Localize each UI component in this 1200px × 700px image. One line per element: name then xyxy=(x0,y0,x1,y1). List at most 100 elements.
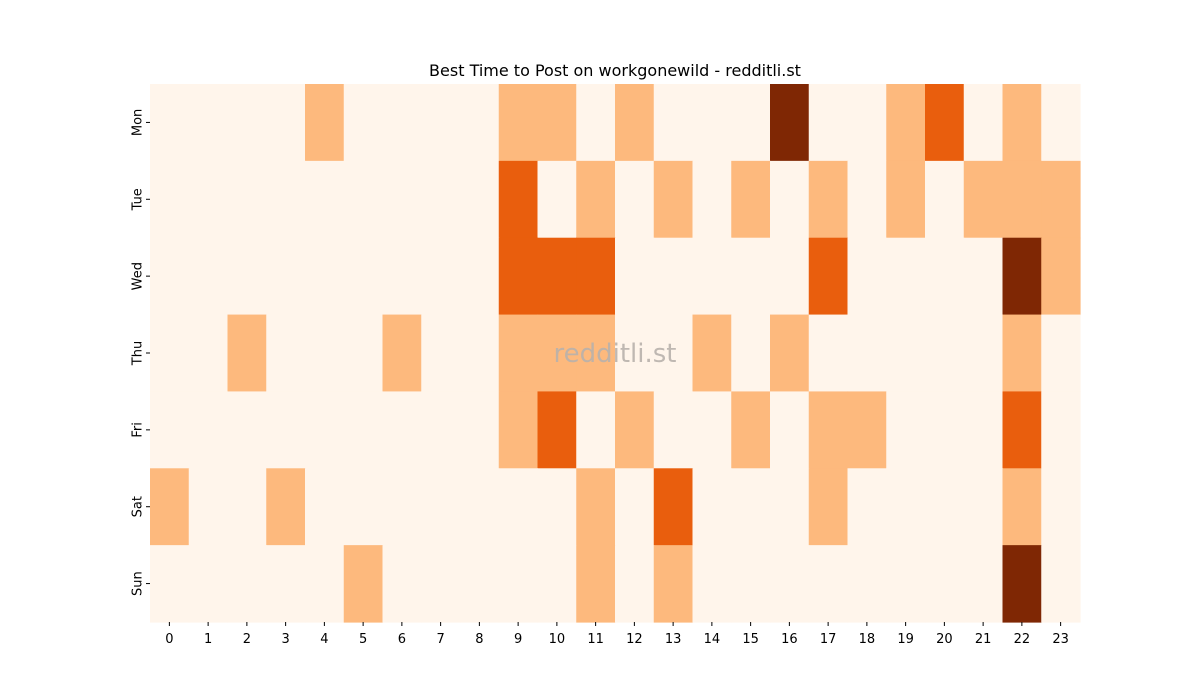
heatmap-cell-wed-10 xyxy=(537,237,577,316)
heatmap-cell-sun-6 xyxy=(382,545,422,623)
heatmap-cell-mon-8 xyxy=(460,84,500,162)
heatmap-cell-mon-3 xyxy=(266,84,306,162)
heatmap-cell-fri-16 xyxy=(770,391,810,469)
heatmap-cell-thu-19 xyxy=(886,314,926,393)
heatmap-cell-mon-13 xyxy=(653,84,694,162)
heatmap-cell-sun-8 xyxy=(460,545,500,623)
heatmap-cell-fri-23 xyxy=(1041,391,1081,469)
x-tick-label: 20 xyxy=(936,632,953,647)
heatmap-cell-thu-4 xyxy=(305,314,345,393)
y-tick-label: Mon xyxy=(131,109,146,136)
x-tick-label: 7 xyxy=(436,632,444,647)
heatmap-cell-sun-7 xyxy=(421,545,461,623)
heatmap-cell-sun-10 xyxy=(537,545,577,623)
heatmap-cell-fri-17 xyxy=(808,391,849,469)
heatmap-cell-sat-22 xyxy=(1002,468,1042,546)
heatmap-cell-wed-16 xyxy=(770,237,810,316)
x-tick-label: 1 xyxy=(204,632,212,647)
heatmap-cell-sat-23 xyxy=(1041,468,1081,546)
heatmap-cell-tue-22 xyxy=(1002,160,1042,239)
x-tick-label: 6 xyxy=(398,632,406,647)
x-tick-label: 5 xyxy=(359,632,367,647)
heatmap-cell-thu-21 xyxy=(963,314,1004,393)
heatmap-cell-tue-7 xyxy=(421,160,461,239)
heatmap-cell-sun-11 xyxy=(576,545,616,623)
heatmap-cell-thu-12 xyxy=(615,314,655,393)
heatmap-cell-thu-7 xyxy=(421,314,461,393)
heatmap-cell-sun-4 xyxy=(305,545,345,623)
x-tick-label: 10 xyxy=(549,632,566,647)
heatmap-cell-wed-12 xyxy=(615,237,655,316)
heatmap-cell-thu-11 xyxy=(576,314,616,393)
y-tick-label: Fri xyxy=(131,422,146,438)
heatmap-cell-tue-5 xyxy=(343,160,384,239)
heatmap-cell-sun-21 xyxy=(963,545,1004,623)
heatmap-cell-mon-17 xyxy=(808,84,849,162)
heatmap-cell-mon-15 xyxy=(731,84,771,162)
heatmap-cell-mon-6 xyxy=(382,84,422,162)
heatmap-cell-mon-1 xyxy=(188,84,229,162)
heatmap-cell-thu-20 xyxy=(925,314,965,393)
heatmap-cell-sat-6 xyxy=(382,468,422,546)
heatmap-cell-fri-13 xyxy=(653,391,694,469)
heatmap-cell-fri-21 xyxy=(963,391,1004,469)
heatmap-cell-sun-3 xyxy=(266,545,306,623)
heatmap-cell-tue-14 xyxy=(692,160,732,239)
heatmap-cell-sat-12 xyxy=(615,468,655,546)
heatmap-cell-sun-22 xyxy=(1002,545,1042,623)
heatmap-cell-wed-18 xyxy=(847,237,887,316)
heatmap-cell-sat-17 xyxy=(808,468,849,546)
heatmap-cell-sat-14 xyxy=(692,468,732,546)
heatmap-cell-mon-12 xyxy=(615,84,655,162)
heatmap-cell-sat-13 xyxy=(653,468,694,546)
heatmap-cell-wed-4 xyxy=(305,237,345,316)
heatmap-cell-fri-6 xyxy=(382,391,422,469)
heatmap-cell-mon-2 xyxy=(227,84,267,162)
heatmap-cell-fri-4 xyxy=(305,391,345,469)
heatmap-cell-mon-18 xyxy=(847,84,887,162)
heatmap-cell-fri-1 xyxy=(188,391,229,469)
heatmap-cell-thu-23 xyxy=(1041,314,1081,393)
heatmap-cell-sat-19 xyxy=(886,468,926,546)
heatmap-cell-mon-16 xyxy=(770,84,810,162)
heatmap-cell-wed-1 xyxy=(188,237,229,316)
heatmap-cell-wed-3 xyxy=(266,237,306,316)
heatmap-cell-tue-23 xyxy=(1041,160,1081,239)
y-tick-label: Sat xyxy=(131,496,146,517)
heatmap-cell-thu-14 xyxy=(692,314,732,393)
heatmap-cell-sat-4 xyxy=(305,468,345,546)
heatmap-cell-sun-17 xyxy=(808,545,849,623)
heatmap-cell-tue-10 xyxy=(537,160,577,239)
x-tick-label: 8 xyxy=(475,632,483,647)
x-tick-label: 23 xyxy=(1052,632,1069,647)
heatmap-cell-tue-16 xyxy=(770,160,810,239)
chart-title: Best Time to Post on workgonewild - redd… xyxy=(429,61,801,80)
heatmap-cell-wed-11 xyxy=(576,237,616,316)
x-tick-label: 2 xyxy=(243,632,251,647)
x-tick-label: 21 xyxy=(975,632,992,647)
x-tick-label: 0 xyxy=(165,632,173,647)
heatmap-cell-mon-10 xyxy=(537,84,577,162)
y-axis: Mon Tue Wed Thu Fri Sat Sun xyxy=(131,109,150,596)
heatmap-cell-thu-17 xyxy=(808,314,849,393)
heatmap-cell-sat-10 xyxy=(537,468,577,546)
heatmap-cell-fri-14 xyxy=(692,391,732,469)
heatmap-cell-tue-15 xyxy=(731,160,771,239)
heatmap-cell-tue-18 xyxy=(847,160,887,239)
heatmap-cell-tue-17 xyxy=(808,160,849,239)
heatmap-cell-wed-9 xyxy=(498,237,539,316)
x-tick-label: 12 xyxy=(626,632,643,647)
heatmap-cell-fri-12 xyxy=(615,391,655,469)
heatmap-cell-sat-2 xyxy=(227,468,267,546)
heatmap-cell-wed-19 xyxy=(886,237,926,316)
heatmap-cell-sun-14 xyxy=(692,545,732,623)
heatmap-cell-sun-16 xyxy=(770,545,810,623)
heatmap-cell-fri-7 xyxy=(421,391,461,469)
x-tick-label: 3 xyxy=(281,632,289,647)
heatmap-cell-wed-6 xyxy=(382,237,422,316)
x-tick-label: 17 xyxy=(820,632,837,647)
heatmap-cell-sun-5 xyxy=(343,545,384,623)
heatmap-cell-wed-2 xyxy=(227,237,267,316)
heatmap-cell-wed-8 xyxy=(460,237,500,316)
heatmap-cell-mon-4 xyxy=(305,84,345,162)
